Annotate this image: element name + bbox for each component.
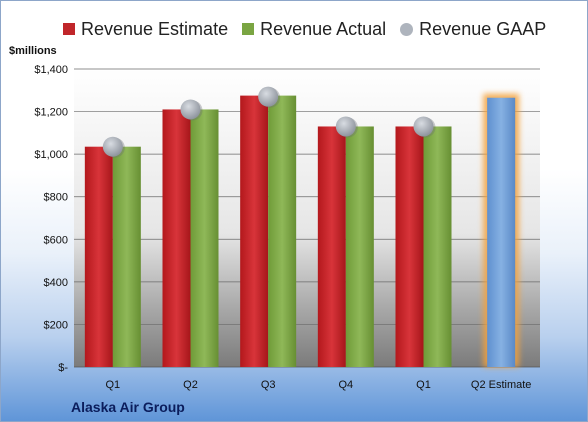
x-tick-label: Q1	[105, 379, 120, 391]
bar-revenue-estimate	[84, 146, 113, 367]
bar-revenue-actual	[112, 146, 141, 367]
y-axis-unit-label: $millions	[9, 45, 57, 57]
bar-q2-estimate	[487, 97, 516, 367]
bar-revenue-estimate	[395, 126, 424, 367]
legend-label-revenue-gaap: Revenue GAAP	[419, 18, 547, 39]
x-tick-label: Q4	[338, 379, 353, 391]
x-tick-label: Q3	[261, 379, 276, 391]
legend-label-revenue-actual: Revenue Actual	[260, 18, 387, 39]
bar-revenue-actual	[190, 109, 219, 367]
dot-revenue-gaap	[335, 116, 356, 137]
y-tick-label: $1,000	[34, 149, 68, 161]
bar-revenue-actual	[268, 95, 297, 367]
bar-revenue-actual	[423, 126, 452, 367]
company-name: Alaska Air Group	[71, 399, 185, 415]
legend-dot-revenue-gaap	[400, 22, 414, 36]
bar-revenue-estimate	[240, 95, 269, 367]
legend-item-revenue-actual: Revenue Actual	[242, 19, 386, 40]
dot-revenue-gaap	[102, 136, 123, 157]
y-tick-label: $400	[44, 277, 68, 289]
legend-label-revenue-estimate: Revenue Estimate	[81, 18, 229, 39]
dot-revenue-gaap	[258, 86, 279, 107]
x-tick-label: Q2 Estimate	[471, 379, 532, 391]
bar-revenue-estimate	[317, 126, 346, 367]
x-tick-label: Q2	[183, 379, 198, 391]
bar-revenue-estimate	[162, 109, 191, 367]
legend-item-revenue-gaap: Revenue GAAP	[400, 19, 546, 40]
legend-swatch-revenue-estimate	[63, 23, 75, 35]
dot-revenue-gaap	[180, 99, 201, 120]
y-tick-label: $1,400	[34, 64, 68, 76]
dot-revenue-gaap	[413, 116, 434, 137]
y-tick-label: $200	[44, 319, 68, 331]
bar-revenue-actual	[345, 126, 374, 367]
legend-swatch-revenue-actual	[242, 23, 255, 35]
y-tick-label: $-	[58, 362, 68, 374]
legend-item-revenue-estimate: Revenue Estimate	[63, 19, 228, 40]
y-tick-label: $1,200	[34, 107, 68, 119]
plot-area	[74, 69, 540, 367]
x-tick-label: Q1	[416, 379, 431, 391]
y-tick-label: $800	[44, 192, 68, 204]
y-tick-label: $600	[44, 234, 68, 246]
legend: Revenue Estimate Revenue Actual Revenue …	[63, 18, 546, 40]
